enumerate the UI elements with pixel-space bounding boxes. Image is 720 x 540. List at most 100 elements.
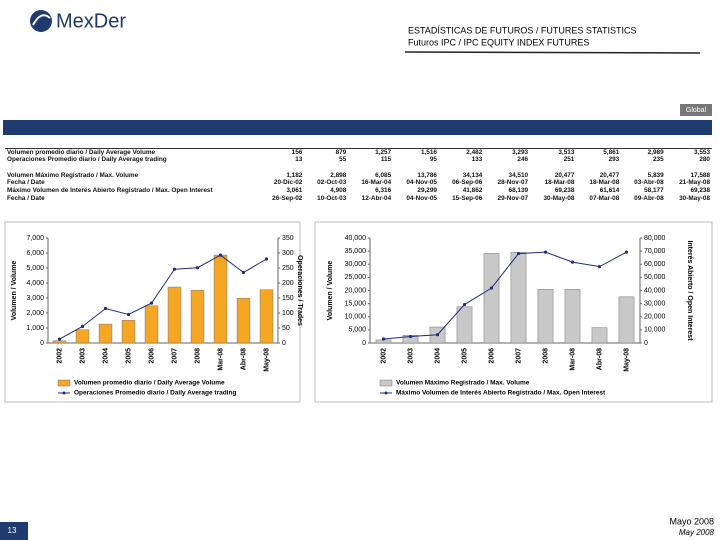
- legend-swatch: [62, 391, 66, 395]
- marker: [624, 250, 629, 254]
- logo-icon: [30, 10, 52, 32]
- marker: [516, 251, 521, 256]
- table-row: Operaciones Promedio diario / Daily Aver…: [5, 156, 712, 164]
- y-tick-label: 35,000: [345, 248, 367, 255]
- bar: [144, 305, 159, 344]
- y-tick-label: 40,000: [345, 235, 367, 242]
- table-cell: 280: [699, 156, 710, 164]
- table-cell: 20-Dic-02: [273, 179, 303, 187]
- table-cell: 34,134: [462, 171, 483, 179]
- table-cell: Volumen Máximo Registrado / Max. Volume: [7, 171, 139, 179]
- logo-text: MexDer: [56, 10, 126, 32]
- marker: [597, 265, 602, 269]
- table-cell: 1,257: [375, 148, 392, 156]
- x-tick-label: 2003: [407, 348, 414, 364]
- stats-table: Estadísticas / Statistics 2002 2003 2004 200…: [5, 140, 712, 202]
- table-cell: 6,316: [375, 186, 392, 194]
- table-cell: 28-Nov-07: [497, 179, 529, 187]
- y-tick-label: 5,000: [26, 265, 44, 272]
- marker: [264, 257, 269, 261]
- y2-tick-label: 80,000: [644, 235, 666, 242]
- y-tick-label: 0: [40, 340, 44, 347]
- legend-swatch: [379, 379, 393, 387]
- table-cell: 3,061: [286, 186, 303, 194]
- page-box: [0, 522, 28, 540]
- table-cell: 3,553: [694, 148, 710, 156]
- y2-tick-label: 20,000: [644, 314, 666, 321]
- table-cell: 55: [339, 156, 347, 164]
- table-cell: 133: [471, 156, 483, 164]
- table-row: Máximo Volumen de Interés Abierto Regist…: [5, 187, 712, 195]
- table-cell: Volumen promedio diario / Daily Average …: [7, 148, 156, 156]
- bar: [510, 252, 527, 344]
- marker: [195, 266, 200, 270]
- tab-label: Global: [686, 107, 707, 114]
- legend-swatch: [57, 379, 71, 387]
- table-cell: 20,477: [554, 171, 575, 179]
- bar: [190, 290, 205, 344]
- subtitle: Futuros IPC / IPC EQUITY INDEX FUTURES: [408, 37, 589, 47]
- table-cell: 6,085: [375, 171, 392, 179]
- table-cell: 13,786: [417, 171, 437, 179]
- table-cell: 69,238: [554, 186, 575, 194]
- x-tick-label: 2005: [461, 348, 468, 364]
- y-tick-label: 15,000: [345, 300, 367, 307]
- marker: [408, 334, 413, 339]
- table-cell: 09-Abr-08: [634, 194, 664, 202]
- table-cell: 156: [291, 148, 303, 156]
- x-tick-label: 2006: [488, 348, 495, 364]
- table-cell: 29,299: [417, 186, 437, 194]
- table-cell: 06-Sep-06: [452, 179, 483, 187]
- x-tick-label: Abr-08: [596, 348, 603, 370]
- table-cell: 04-Nov-05: [406, 179, 437, 187]
- table-cell: 2004: [348, 140, 394, 149]
- y2-tick-label: 150: [282, 295, 294, 302]
- marker: [218, 253, 223, 257]
- y2-tick-label: 0: [282, 340, 286, 347]
- table-cell: Mar-08: [576, 140, 622, 149]
- table-cell: 04-Nov-05: [406, 194, 437, 202]
- table-cell: 58,177: [644, 186, 664, 194]
- table-cell: 10-Oct-03: [317, 194, 347, 202]
- table-cell: Operaciones Promedio diario / Daily Aver…: [7, 156, 167, 164]
- table-cell: 2003: [304, 140, 349, 149]
- table-cell: 13: [295, 156, 303, 164]
- y2-tick-label: 10,000: [644, 327, 666, 334]
- x-tick-label: Mar-08: [569, 348, 576, 371]
- x-tick-label: 2007: [515, 348, 522, 364]
- bar: [75, 329, 90, 344]
- y2-tick-label: 350: [282, 235, 294, 242]
- legend-swatch: [384, 391, 388, 395]
- x-tick-label: Mar-08: [217, 348, 224, 371]
- table-cell: 2008: [530, 140, 577, 149]
- bar: [591, 327, 608, 344]
- table-cell: 12-Abr-04: [361, 194, 392, 202]
- y2-tick-label: 300: [282, 250, 294, 257]
- table-cell: 2005: [393, 140, 439, 149]
- footer-date: Mayo 2008: [669, 516, 714, 526]
- table-cell: 1,516: [420, 148, 437, 156]
- table-cell: 30-May-08: [543, 194, 575, 202]
- table-cell: Fecha / Date: [7, 194, 45, 202]
- title: ESTADÍSTICAS DE FUTUROS / FUTURES STATIS…: [408, 25, 637, 35]
- y2-tick-label: 50,000: [644, 274, 666, 281]
- y-tick-label: 1,000: [26, 325, 44, 332]
- x-tick-label: 2008: [194, 348, 201, 364]
- table-cell: 15-Sep-06: [452, 194, 483, 202]
- logo-swoosh: [32, 14, 51, 26]
- table-cell: 246: [517, 156, 529, 164]
- table-cell: Estadísticas / Statistics: [5, 140, 259, 149]
- line: [59, 254, 267, 340]
- y2-tick-label: 250: [282, 265, 294, 272]
- marker: [172, 267, 177, 271]
- table-cell: 2,989: [647, 148, 664, 156]
- marker: [570, 260, 575, 264]
- x-tick-label: 2007: [171, 348, 178, 364]
- table-cell: 3,513: [558, 148, 575, 156]
- legend-label: Operaciones Promedio diario / Daily Aver…: [74, 390, 236, 397]
- x-tick-label: 2006: [148, 348, 155, 364]
- bar: [537, 288, 554, 344]
- y2-tick-label: 50: [282, 325, 290, 332]
- x-tick-label: 2004: [102, 348, 109, 364]
- marker: [126, 312, 131, 317]
